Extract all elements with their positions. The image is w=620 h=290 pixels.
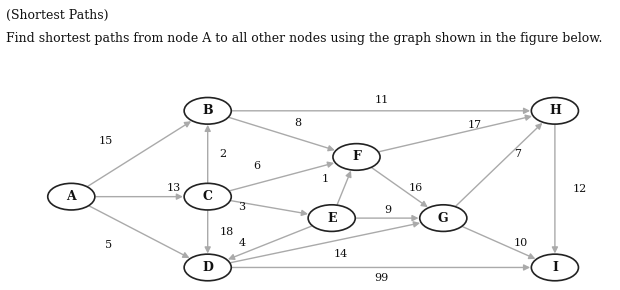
Text: G: G	[438, 212, 449, 225]
Ellipse shape	[308, 205, 355, 231]
Text: 2: 2	[219, 149, 227, 159]
Text: 14: 14	[334, 249, 348, 258]
Text: 11: 11	[374, 95, 388, 105]
Ellipse shape	[184, 254, 231, 281]
Ellipse shape	[333, 144, 380, 170]
Text: A: A	[66, 190, 76, 203]
Text: 8: 8	[294, 118, 301, 128]
Text: E: E	[327, 212, 337, 225]
Text: B: B	[202, 104, 213, 117]
Text: 12: 12	[573, 184, 587, 194]
Text: 4: 4	[238, 238, 246, 248]
Text: 1: 1	[322, 174, 329, 184]
Text: D: D	[202, 261, 213, 274]
Text: C: C	[203, 190, 213, 203]
Text: 13: 13	[167, 183, 180, 193]
Ellipse shape	[48, 183, 95, 210]
Ellipse shape	[184, 183, 231, 210]
Text: 10: 10	[514, 238, 528, 248]
Text: 99: 99	[374, 273, 388, 283]
Text: H: H	[549, 104, 561, 117]
Text: (Shortest Paths): (Shortest Paths)	[6, 9, 108, 22]
Text: 7: 7	[514, 149, 521, 159]
Text: 16: 16	[409, 182, 422, 193]
Ellipse shape	[531, 97, 578, 124]
Text: 6: 6	[254, 161, 261, 171]
Ellipse shape	[531, 254, 578, 281]
Text: 3: 3	[238, 202, 246, 212]
Text: Find shortest paths from node A to all other nodes using the graph shown in the : Find shortest paths from node A to all o…	[6, 32, 603, 45]
Text: 17: 17	[467, 120, 481, 130]
Text: 18: 18	[219, 227, 233, 237]
Text: 9: 9	[384, 204, 391, 215]
Ellipse shape	[184, 97, 231, 124]
Ellipse shape	[420, 205, 467, 231]
Text: F: F	[352, 151, 361, 164]
Text: 15: 15	[99, 136, 112, 146]
Text: I: I	[552, 261, 558, 274]
Text: 5: 5	[105, 240, 112, 250]
